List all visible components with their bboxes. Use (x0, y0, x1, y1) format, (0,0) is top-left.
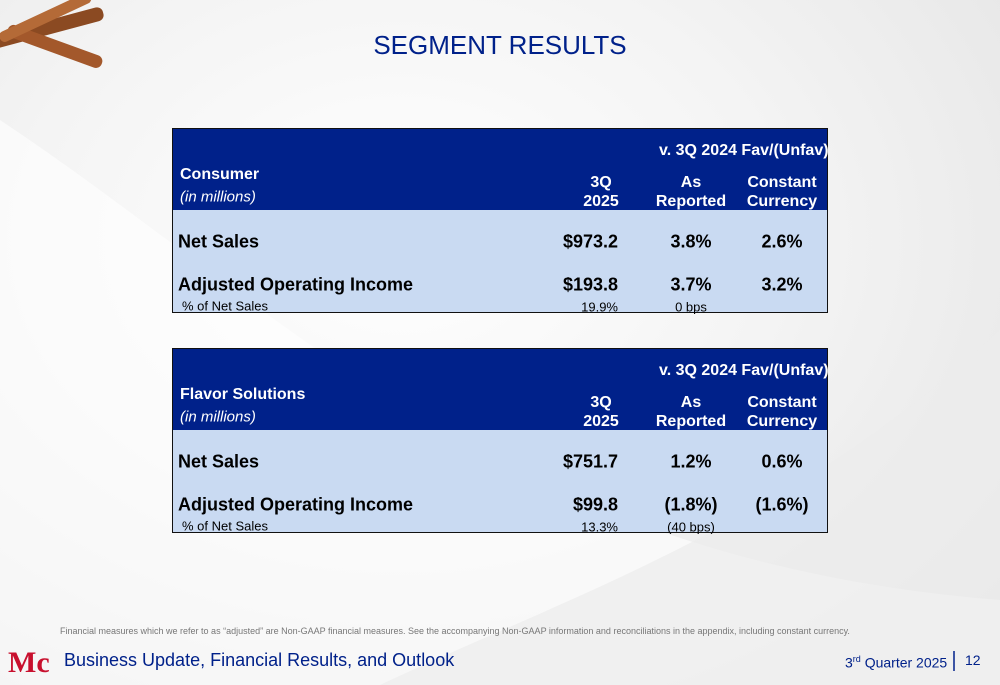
row-label: Net Sales (178, 451, 260, 472)
segment-name: Flavor Solutions (180, 386, 306, 403)
quarter-text: Quarter 2025 (864, 654, 948, 671)
column-header: As (680, 174, 702, 191)
cell: 3.8% (670, 231, 712, 252)
column-header: Reported (655, 193, 727, 210)
column-header: As (680, 394, 702, 411)
column-header: 3Q (590, 174, 612, 191)
cell: 3.2% (761, 274, 803, 295)
sub-cell: 0 bps (675, 299, 707, 315)
segment-table: v. 3Q 2024 Fav/(Unfav) Flavor Solutions (i… (172, 348, 829, 535)
segment-name: Consumer (180, 166, 260, 183)
row-label: Net Sales (178, 231, 260, 252)
cinnamon-icon (0, 0, 104, 68)
sub-label: % of Net Sales (182, 518, 268, 534)
cell: (1.8%) (664, 494, 718, 515)
subtitle: Business Update, Financial Results, and … (64, 650, 455, 670)
cell: (1.6%) (755, 494, 809, 515)
column-header: Reported (655, 413, 727, 430)
unit: (in millions) (180, 408, 256, 426)
table-header: v. 3Q 2024 Fav/(Unfav) Consumer (in millio… (173, 129, 829, 210)
cell: 2.6% (761, 231, 803, 252)
row-label: Adjusted Operating Income (178, 274, 414, 295)
cell: 3.7% (670, 274, 712, 295)
cell: $751.7 (562, 451, 618, 472)
row-label: Adjusted Operating Income (178, 494, 414, 515)
segment-table: v. 3Q 2024 Fav/(Unfav) Consumer (in millio… (172, 128, 829, 315)
swoosh (380, 330, 1000, 685)
table-header: v. 3Q 2024 Fav/(Unfav) Flavor Solutions (i… (173, 349, 829, 430)
sub-cell: 13.3% (581, 519, 618, 535)
sub-cell: 19.9% (581, 299, 618, 315)
title: SEGMENT RESULTS (373, 30, 627, 60)
swoosh (0, 120, 1000, 685)
column-header: Constant (747, 174, 817, 191)
column-header: 3Q (590, 394, 612, 411)
unit: (in millions) (180, 188, 256, 206)
sub-label: % of Net Sales (182, 298, 268, 314)
sub-cell: (40 bps) (667, 519, 715, 535)
column-header: Currency (746, 193, 818, 210)
quarter-suffix: rd (852, 654, 861, 664)
cell: $973.2 (562, 231, 618, 252)
comparison-header: v. 3Q 2024 Fav/(Unfav) (659, 362, 829, 379)
quarter: 3rd Quarter 2025 (845, 654, 947, 671)
cell: $193.8 (562, 274, 618, 295)
svg-text:Mc: Mc (8, 646, 50, 679)
cell: 0.6% (761, 451, 803, 472)
logo: Mc (8, 646, 50, 679)
cell: $99.8 (572, 494, 618, 515)
column-header: 2025 (583, 193, 619, 210)
column-header: Constant (747, 394, 817, 411)
footnote: Financial measures which we refer to as … (60, 626, 850, 636)
column-header: 2025 (583, 413, 619, 430)
page-number: 12 (965, 652, 981, 668)
cell: 1.2% (670, 451, 712, 472)
comparison-header: v. 3Q 2024 Fav/(Unfav) (659, 142, 829, 159)
quarter-number: 3 (845, 654, 853, 671)
column-header: Currency (746, 413, 818, 430)
